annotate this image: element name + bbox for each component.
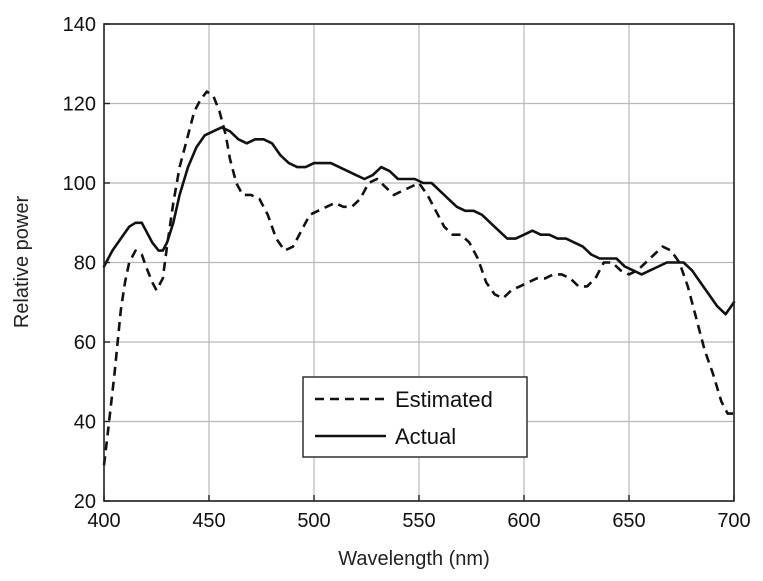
- x-tick-label: 550: [402, 510, 435, 532]
- legend-box: [302, 376, 528, 458]
- x-tick-label: 600: [507, 510, 540, 532]
- x-tick-label: 650: [612, 510, 645, 532]
- series-line-estimated: [102, 90, 734, 466]
- x-axis-label: Wavelength (nm): [338, 548, 490, 570]
- y-tick-label: 120: [63, 94, 96, 116]
- series-lines: [102, 90, 736, 466]
- x-tick-label: 700: [717, 510, 750, 532]
- axis-tick-labels: 400 450 500 550 600 650 700 20 40 60 80 100 120 140: [63, 14, 751, 532]
- legend-label-estimated: Estimated: [395, 387, 493, 412]
- y-tick-label: 80: [74, 253, 96, 275]
- legend: Estimated Actual: [302, 376, 528, 458]
- x-tick-label: 450: [192, 510, 225, 532]
- y-tick-label: 20: [74, 491, 96, 513]
- series-line-actual: [102, 126, 736, 316]
- legend-label-actual: Actual: [395, 424, 456, 449]
- y-tick-label: 100: [63, 173, 96, 195]
- y-tick-label: 40: [74, 412, 96, 434]
- x-tick-label: 400: [87, 510, 120, 532]
- x-tick-label: 500: [297, 510, 330, 532]
- y-tick-label: 140: [63, 14, 96, 36]
- y-tick-label: 60: [74, 332, 96, 354]
- y-axis-label: Relative power: [11, 196, 33, 329]
